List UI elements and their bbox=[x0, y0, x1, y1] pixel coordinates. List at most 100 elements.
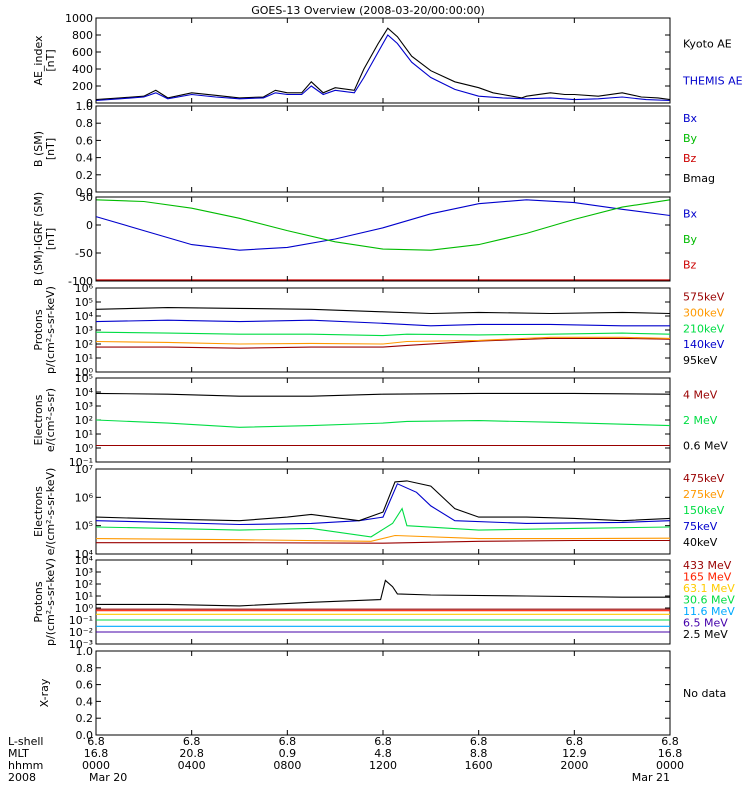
y-tick-label: 1.0 bbox=[76, 645, 94, 658]
x-tick-label: 6.8 bbox=[470, 735, 488, 748]
y-tick-label: 10⁴ bbox=[75, 554, 94, 567]
x-tick-label: 2000 bbox=[560, 759, 588, 772]
y-axis-label: [nT] bbox=[44, 49, 57, 71]
legend-entry: By bbox=[683, 233, 698, 246]
legend-entry: Bmag bbox=[683, 172, 715, 185]
x-row-label: hhmm bbox=[8, 759, 43, 772]
legend-entry: 40keV bbox=[683, 536, 718, 549]
x-tick-label: 1600 bbox=[465, 759, 493, 772]
y-tick-label: 10⁷ bbox=[75, 463, 93, 476]
panel-1: 1000 800 600 400 200 0 AE_index [nT] Kyoto AE THE… bbox=[32, 12, 743, 110]
legend-entry: By bbox=[683, 132, 698, 145]
x-row-label: MLT bbox=[8, 747, 29, 760]
series-line-75kev bbox=[95, 483, 671, 526]
series-line-40kev bbox=[95, 480, 671, 522]
y-tick-label: 10⁵ bbox=[75, 520, 93, 533]
legend-entry: Bz bbox=[683, 152, 697, 165]
y-tick-label: 10¹ bbox=[75, 590, 93, 603]
x-tick-label: 0800 bbox=[273, 759, 301, 772]
y-axis-label: [nT] bbox=[44, 228, 57, 250]
legend-entry: 75keV bbox=[683, 520, 718, 533]
y-tick-label: 10⁶ bbox=[75, 491, 94, 504]
y-tick-label: 10¹ bbox=[75, 352, 93, 365]
y-axis-label: p/(cm²-s-sr-keV) bbox=[44, 558, 57, 646]
y-axis-label: [nT] bbox=[44, 138, 57, 160]
legend-entry: Kyoto AE bbox=[683, 38, 732, 51]
legend-entry: 300keV bbox=[683, 307, 725, 320]
x-tick-label: 20.8 bbox=[179, 747, 204, 760]
panel-frame bbox=[95, 196, 671, 282]
panel-8: 1.0 0.8 0.6 0.4 0.2 0.0 X-ray No data bbox=[38, 645, 726, 742]
x-tick-label: 8.8 bbox=[470, 747, 488, 760]
y-tick-label: -50 bbox=[75, 247, 93, 260]
legend-entry: Bx bbox=[683, 207, 698, 220]
y-tick-label: 10³ bbox=[75, 324, 93, 337]
y-tick-label: -100 bbox=[68, 275, 93, 288]
series-line-0-6-mev bbox=[95, 392, 671, 397]
legend-entry: 95keV bbox=[683, 354, 718, 367]
series-line-210kev bbox=[95, 331, 671, 337]
y-tick-label: 0.6 bbox=[76, 134, 94, 147]
x-tick-label: 1200 bbox=[369, 759, 397, 772]
y-axis-label: e/(cm²-s-sr) bbox=[44, 388, 57, 452]
y-tick-label: 10⁻¹ bbox=[69, 456, 93, 469]
y-tick-label: 10⁰ bbox=[75, 602, 94, 615]
x-tick-label: 0400 bbox=[178, 759, 206, 772]
y-tick-label: 10¹ bbox=[75, 428, 93, 441]
y-axis-label: Electrons bbox=[32, 394, 45, 445]
y-tick-label: 10⁵ bbox=[75, 372, 93, 385]
y-tick-label: 0.6 bbox=[76, 679, 94, 692]
y-axis-label: X-ray bbox=[38, 678, 51, 707]
y-tick-label: 50 bbox=[79, 191, 93, 204]
legend-entry: 11.6 MeV bbox=[683, 605, 735, 618]
y-tick-label: 10⁻² bbox=[69, 626, 93, 639]
series-line-275kev bbox=[95, 534, 671, 542]
panel-6: 10⁷ 10⁶ 10⁵ 10⁴ Electrons e/(cm²-s-sr-keV) 475… bbox=[32, 463, 725, 561]
y-axis-label: B (SM)-IGRF (SM) bbox=[32, 192, 45, 286]
y-tick-label: 10⁰ bbox=[75, 442, 94, 455]
y-tick-label: 0 bbox=[86, 219, 93, 232]
series-line-140kev bbox=[95, 319, 670, 327]
y-axis-label: AE_index bbox=[32, 35, 45, 86]
y-axis-label: B (SM) bbox=[32, 131, 45, 167]
y-axis-label: Electrons bbox=[32, 486, 45, 537]
y-axis-label: p/(cm²-s-sr-keV) bbox=[44, 286, 57, 374]
y-tick-label: 10² bbox=[75, 414, 93, 427]
panel-frame bbox=[95, 17, 671, 104]
x-tick-label: 6.8 bbox=[183, 735, 201, 748]
chart-title: GOES-13 Overview (2008-03-20/00:00:00) bbox=[251, 4, 484, 17]
x-tick-label: 0.9 bbox=[279, 747, 297, 760]
y-tick-label: 0.0 bbox=[76, 729, 94, 742]
legend-entry: 63.1 MeV bbox=[683, 582, 735, 595]
panel-frame bbox=[95, 105, 671, 193]
y-tick-label: 10⁵ bbox=[75, 296, 93, 309]
y-tick-label: 10² bbox=[75, 578, 93, 591]
x-row-label: 2008 bbox=[8, 771, 36, 784]
legend-entry: THEMIS AE bbox=[682, 75, 743, 88]
y-tick-label: 400 bbox=[72, 63, 93, 76]
y-tick-label: 200 bbox=[72, 80, 93, 93]
x-tick-label: 6.8 bbox=[374, 735, 392, 748]
y-tick-label: 800 bbox=[72, 29, 93, 42]
x-tick-label: 16.8 bbox=[84, 747, 109, 760]
legend-entry: 433 MeV bbox=[683, 559, 732, 572]
series-line-150kev bbox=[95, 507, 671, 538]
x-tick-label: 12.9 bbox=[562, 747, 587, 760]
x-tick-label: 6.8 bbox=[566, 735, 584, 748]
x-tick-label: 0000 bbox=[82, 759, 110, 772]
y-tick-label: 10³ bbox=[75, 566, 93, 579]
legend-entry: 0.6 MeV bbox=[683, 439, 728, 452]
x-tick-label: 6.8 bbox=[87, 735, 105, 748]
y-tick-label: 10³ bbox=[75, 400, 93, 413]
y-tick-label: 0.8 bbox=[76, 662, 94, 675]
y-tick-label: 10⁶ bbox=[75, 282, 94, 295]
series-line-2-5-mev bbox=[96, 579, 670, 607]
x-tick-label: 6.8 bbox=[661, 735, 679, 748]
y-tick-label: 10⁰ bbox=[75, 366, 94, 379]
y-tick-label: 0 bbox=[86, 97, 93, 110]
y-tick-label: 1.0 bbox=[76, 100, 94, 113]
panel-frame bbox=[95, 650, 671, 736]
